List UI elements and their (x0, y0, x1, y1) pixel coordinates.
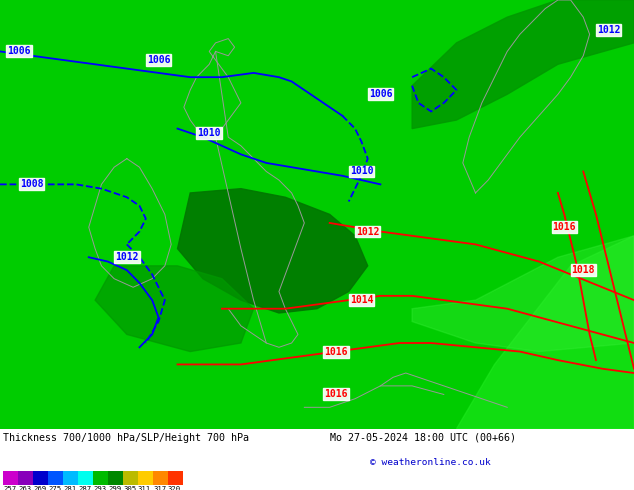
Bar (123, 471, 138, 485)
Text: 1012: 1012 (356, 226, 380, 237)
Text: © weatheronline.co.uk: © weatheronline.co.uk (370, 458, 491, 467)
Text: 275: 275 (48, 486, 61, 490)
Bar (3, 471, 18, 485)
Bar (168, 471, 183, 485)
Text: 1016: 1016 (324, 390, 348, 399)
Text: 1012: 1012 (115, 252, 139, 262)
Bar (138, 471, 153, 485)
Text: 317: 317 (153, 486, 166, 490)
Bar (93, 471, 108, 485)
Polygon shape (0, 0, 95, 429)
Text: 1016: 1016 (552, 222, 576, 232)
Text: 263: 263 (18, 486, 31, 490)
Text: 1010: 1010 (349, 167, 373, 176)
Text: Thickness 700/1000 hPa/SLP/Height 700 hPa: Thickness 700/1000 hPa/SLP/Height 700 hP… (3, 433, 249, 442)
Bar (18, 471, 33, 485)
Text: 311: 311 (138, 486, 151, 490)
Text: 1006: 1006 (368, 89, 392, 99)
Text: 299: 299 (108, 486, 121, 490)
Polygon shape (456, 236, 634, 429)
Polygon shape (0, 0, 634, 429)
Bar (33, 471, 48, 485)
Bar (63, 471, 78, 485)
Text: 269: 269 (33, 486, 46, 490)
Text: 1008: 1008 (20, 179, 44, 189)
Text: 1016: 1016 (324, 346, 348, 357)
Text: 257: 257 (3, 486, 16, 490)
Text: 287: 287 (78, 486, 91, 490)
Bar (78, 471, 93, 485)
Bar (108, 471, 123, 485)
Text: 320: 320 (168, 486, 181, 490)
Text: 293: 293 (93, 486, 106, 490)
Text: 305: 305 (123, 486, 136, 490)
Text: Mo 27-05-2024 18:00 UTC (00+66): Mo 27-05-2024 18:00 UTC (00+66) (330, 433, 516, 442)
Text: 281: 281 (63, 486, 76, 490)
Bar (48, 471, 63, 485)
Polygon shape (95, 266, 254, 352)
Text: 1010: 1010 (197, 128, 221, 138)
Polygon shape (412, 0, 634, 128)
Text: 1012: 1012 (597, 25, 621, 35)
Bar (153, 471, 168, 485)
Text: 1006: 1006 (7, 47, 31, 56)
Text: 1014: 1014 (349, 295, 373, 305)
Polygon shape (178, 189, 368, 313)
Text: 1006: 1006 (146, 55, 171, 65)
Text: 1018: 1018 (571, 265, 595, 275)
Polygon shape (412, 236, 634, 352)
